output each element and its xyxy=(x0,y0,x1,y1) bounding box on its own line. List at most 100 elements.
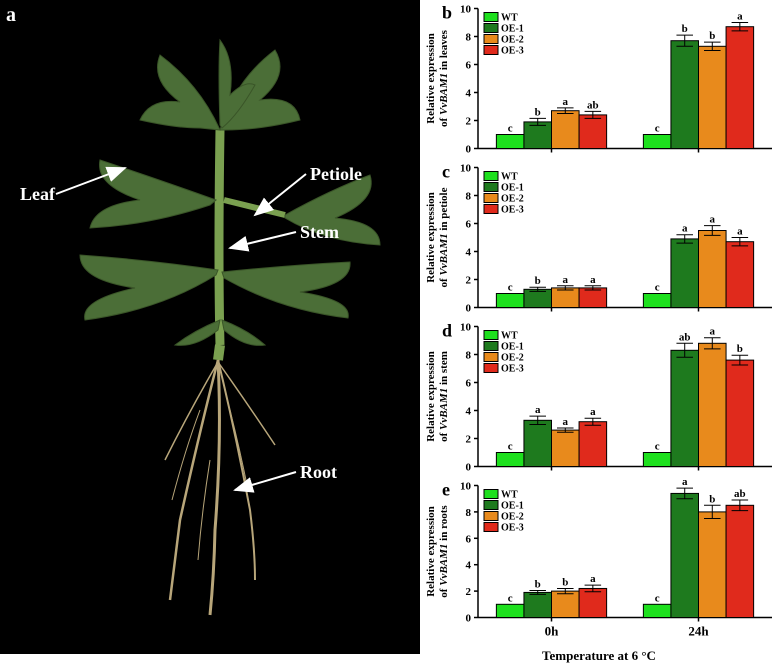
svg-text:b: b xyxy=(535,578,541,590)
svg-text:4: 4 xyxy=(466,406,472,418)
svg-text:OE-3: OE-3 xyxy=(501,46,524,57)
svg-text:a: a xyxy=(710,326,716,338)
svg-text:d: d xyxy=(442,321,452,341)
svg-text:b: b xyxy=(562,576,568,588)
svg-text:OE-2: OE-2 xyxy=(501,512,524,523)
svg-text:OE-3: OE-3 xyxy=(501,523,524,534)
svg-text:Relative expression: Relative expression xyxy=(425,351,437,442)
svg-text:a: a xyxy=(563,274,569,286)
svg-text:OE-1: OE-1 xyxy=(501,501,524,512)
svg-text:OE-3: OE-3 xyxy=(501,364,524,375)
svg-text:c: c xyxy=(655,123,660,135)
svg-text:2: 2 xyxy=(466,434,472,446)
chart-d: 0 2 4 6 8 10 Relative expressionof VvBAM1 in s… xyxy=(420,318,778,477)
svg-text:of VvBAM1 in leaves: of VvBAM1 in leaves xyxy=(438,29,450,127)
svg-text:8: 8 xyxy=(466,32,472,44)
svg-text:a: a xyxy=(535,404,541,416)
svg-text:Leaf: Leaf xyxy=(20,184,56,204)
svg-text:OE-3: OE-3 xyxy=(501,205,524,216)
svg-text:2: 2 xyxy=(466,586,472,598)
svg-text:b: b xyxy=(709,493,715,505)
svg-text:2: 2 xyxy=(466,116,472,128)
svg-text:0: 0 xyxy=(466,613,472,625)
svg-text:ab: ab xyxy=(679,331,691,343)
svg-text:a: a xyxy=(563,416,569,428)
svg-text:of VvBAM1 in petiole: of VvBAM1 in petiole xyxy=(438,187,450,287)
svg-text:8: 8 xyxy=(466,191,472,203)
svg-text:10: 10 xyxy=(460,4,472,16)
svg-text:c: c xyxy=(508,441,513,453)
panel-a: a xyxy=(0,0,420,654)
svg-text:b: b xyxy=(682,23,688,35)
svg-text:WT: WT xyxy=(501,331,518,342)
svg-text:Stem: Stem xyxy=(300,222,339,242)
svg-text:a: a xyxy=(563,96,569,108)
svg-text:b: b xyxy=(535,106,541,118)
svg-text:6: 6 xyxy=(466,60,472,72)
figure: a xyxy=(0,0,778,654)
svg-text:OE-2: OE-2 xyxy=(501,353,524,364)
svg-text:8: 8 xyxy=(466,350,472,362)
svg-text:Petiole: Petiole xyxy=(310,164,362,184)
svg-text:a: a xyxy=(682,477,688,488)
svg-text:a: a xyxy=(682,223,688,235)
svg-text:ab: ab xyxy=(587,99,599,111)
svg-text:c: c xyxy=(655,592,660,604)
svg-text:b: b xyxy=(737,343,743,355)
svg-text:a: a xyxy=(590,573,596,585)
svg-text:b: b xyxy=(535,275,541,287)
svg-text:0h: 0h xyxy=(545,624,560,639)
svg-text:of VvBAM1 in roots: of VvBAM1 in roots xyxy=(438,505,450,598)
svg-text:Root: Root xyxy=(300,462,337,482)
svg-text:a: a xyxy=(590,406,596,418)
right-panel: 0246810Relative expressionof VvBAM1 in l… xyxy=(420,0,778,654)
svg-text:8: 8 xyxy=(466,507,472,519)
svg-text:OE-1: OE-1 xyxy=(501,183,524,194)
svg-text:24h: 24h xyxy=(688,624,709,639)
svg-text:4: 4 xyxy=(466,560,472,572)
svg-text:10: 10 xyxy=(460,481,472,493)
svg-text:a: a xyxy=(590,274,596,286)
svg-text:b: b xyxy=(709,30,715,42)
svg-text:0: 0 xyxy=(466,303,472,315)
svg-text:6: 6 xyxy=(466,378,472,390)
svg-text:2: 2 xyxy=(466,275,472,287)
svg-text:c: c xyxy=(508,592,513,604)
svg-text:ab: ab xyxy=(734,488,746,500)
svg-text:OE-1: OE-1 xyxy=(501,342,524,353)
svg-text:a: a xyxy=(737,226,743,238)
svg-text:WT: WT xyxy=(501,490,518,501)
chart-c: 0 2 4 6 8 10 Relative expressionof VvBAM1 in p… xyxy=(420,159,778,318)
svg-text:4: 4 xyxy=(466,247,472,259)
svg-text:OE-2: OE-2 xyxy=(501,35,524,46)
svg-text:0: 0 xyxy=(466,144,472,156)
svg-text:Relative expression: Relative expression xyxy=(425,192,437,283)
chart-e: 0 2 4 6 8 10 Relative expressionof VvBAM1 in r… xyxy=(420,477,778,646)
svg-text:b: b xyxy=(442,3,452,23)
svg-text:c: c xyxy=(508,282,513,294)
svg-text:0: 0 xyxy=(466,462,472,474)
svg-text:c: c xyxy=(442,162,450,182)
svg-text:c: c xyxy=(508,123,513,135)
svg-text:c: c xyxy=(655,441,660,453)
svg-text:10: 10 xyxy=(460,163,472,175)
svg-text:OE-1: OE-1 xyxy=(501,24,524,35)
svg-text:6: 6 xyxy=(466,533,472,545)
svg-text:Relative expression: Relative expression xyxy=(425,33,437,124)
svg-text:10: 10 xyxy=(460,322,472,334)
svg-text:e: e xyxy=(442,480,450,500)
svg-text:c: c xyxy=(655,282,660,294)
svg-text:WT: WT xyxy=(501,13,518,24)
svg-text:OE-2: OE-2 xyxy=(501,194,524,205)
svg-text:Relative expression: Relative expression xyxy=(425,506,437,597)
xaxis-title: Temperature at 6 °C xyxy=(420,646,778,664)
svg-text:6: 6 xyxy=(466,219,472,231)
chart-b: 0 2 4 6 8 10 Relative expressionof VvBAM1 in l… xyxy=(420,0,778,159)
svg-text:a: a xyxy=(737,11,743,23)
svg-text:a: a xyxy=(710,214,716,226)
svg-text:WT: WT xyxy=(501,172,518,183)
svg-text:4: 4 xyxy=(466,88,472,100)
panel-a-label: a xyxy=(6,4,16,27)
svg-text:of VvBAM1 in stem: of VvBAM1 in stem xyxy=(438,351,450,442)
plant-svg: Leaf Petiole Stem Root xyxy=(0,0,420,654)
